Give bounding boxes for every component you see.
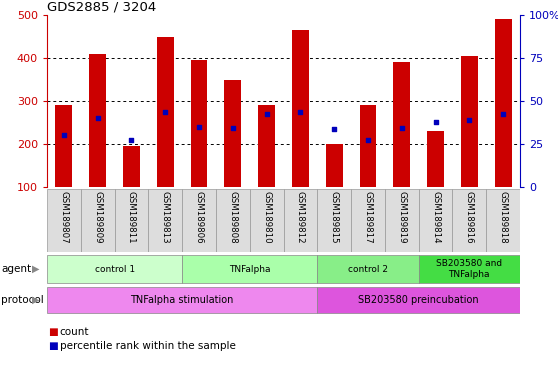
- Point: [431, 119, 440, 125]
- Bar: [114, 189, 148, 252]
- Bar: [318, 255, 418, 283]
- Bar: [461, 56, 478, 187]
- Bar: [182, 189, 216, 252]
- Text: GSM189815: GSM189815: [330, 191, 339, 243]
- Text: ▶: ▶: [31, 264, 39, 274]
- Text: SB203580 preincubation: SB203580 preincubation: [358, 295, 479, 305]
- Bar: [418, 189, 453, 252]
- Text: ▶: ▶: [31, 295, 39, 305]
- Point: [363, 137, 372, 143]
- Text: ■: ■: [49, 341, 58, 351]
- Text: GSM189816: GSM189816: [465, 191, 474, 243]
- Bar: [283, 189, 318, 252]
- Bar: [216, 189, 250, 252]
- Text: GSM189809: GSM189809: [93, 191, 102, 243]
- Bar: [326, 144, 343, 187]
- Bar: [182, 255, 318, 283]
- Bar: [47, 255, 182, 283]
- Point: [228, 125, 237, 131]
- Text: ■: ■: [49, 327, 58, 337]
- Bar: [81, 189, 114, 252]
- Bar: [89, 54, 106, 187]
- Text: GSM189812: GSM189812: [296, 191, 305, 243]
- Bar: [318, 287, 520, 313]
- Text: TNFalpha: TNFalpha: [229, 265, 271, 273]
- Bar: [258, 105, 275, 187]
- Text: GSM189814: GSM189814: [431, 191, 440, 243]
- Bar: [292, 30, 309, 187]
- Bar: [494, 19, 512, 187]
- Point: [60, 132, 69, 139]
- Text: GSM189808: GSM189808: [228, 191, 237, 243]
- Text: SB203580 and
TNFalpha: SB203580 and TNFalpha: [436, 259, 502, 279]
- Text: GSM189813: GSM189813: [161, 191, 170, 243]
- Bar: [318, 189, 351, 252]
- Point: [296, 109, 305, 115]
- Bar: [47, 189, 81, 252]
- Bar: [427, 131, 444, 187]
- Point: [93, 115, 102, 121]
- Text: control 2: control 2: [348, 265, 388, 273]
- Point: [397, 125, 406, 131]
- Bar: [157, 36, 174, 187]
- Point: [127, 137, 136, 143]
- Point: [161, 109, 170, 115]
- Bar: [418, 255, 520, 283]
- Text: GSM189817: GSM189817: [363, 191, 372, 243]
- Bar: [47, 287, 318, 313]
- Text: GDS2885 / 3204: GDS2885 / 3204: [47, 1, 156, 14]
- Text: TNFalpha stimulation: TNFalpha stimulation: [131, 295, 234, 305]
- Text: control 1: control 1: [94, 265, 134, 273]
- Bar: [453, 189, 486, 252]
- Bar: [224, 79, 241, 187]
- Bar: [191, 60, 208, 187]
- Bar: [486, 189, 520, 252]
- Bar: [351, 189, 385, 252]
- Point: [262, 111, 271, 117]
- Bar: [385, 189, 418, 252]
- Bar: [393, 62, 410, 187]
- Bar: [55, 105, 73, 187]
- Text: GSM189819: GSM189819: [397, 191, 406, 243]
- Text: count: count: [60, 327, 89, 337]
- Bar: [148, 189, 182, 252]
- Text: GSM189807: GSM189807: [59, 191, 69, 243]
- Point: [195, 124, 204, 130]
- Point: [499, 111, 508, 117]
- Text: GSM189818: GSM189818: [499, 191, 508, 243]
- Text: GSM189806: GSM189806: [195, 191, 204, 243]
- Bar: [250, 189, 283, 252]
- Text: GSM189811: GSM189811: [127, 191, 136, 243]
- Bar: [123, 146, 140, 187]
- Text: protocol: protocol: [1, 295, 44, 305]
- Text: GSM189810: GSM189810: [262, 191, 271, 243]
- Text: agent: agent: [1, 264, 31, 274]
- Text: percentile rank within the sample: percentile rank within the sample: [60, 341, 235, 351]
- Point: [465, 117, 474, 123]
- Bar: [359, 105, 377, 187]
- Point: [330, 126, 339, 132]
